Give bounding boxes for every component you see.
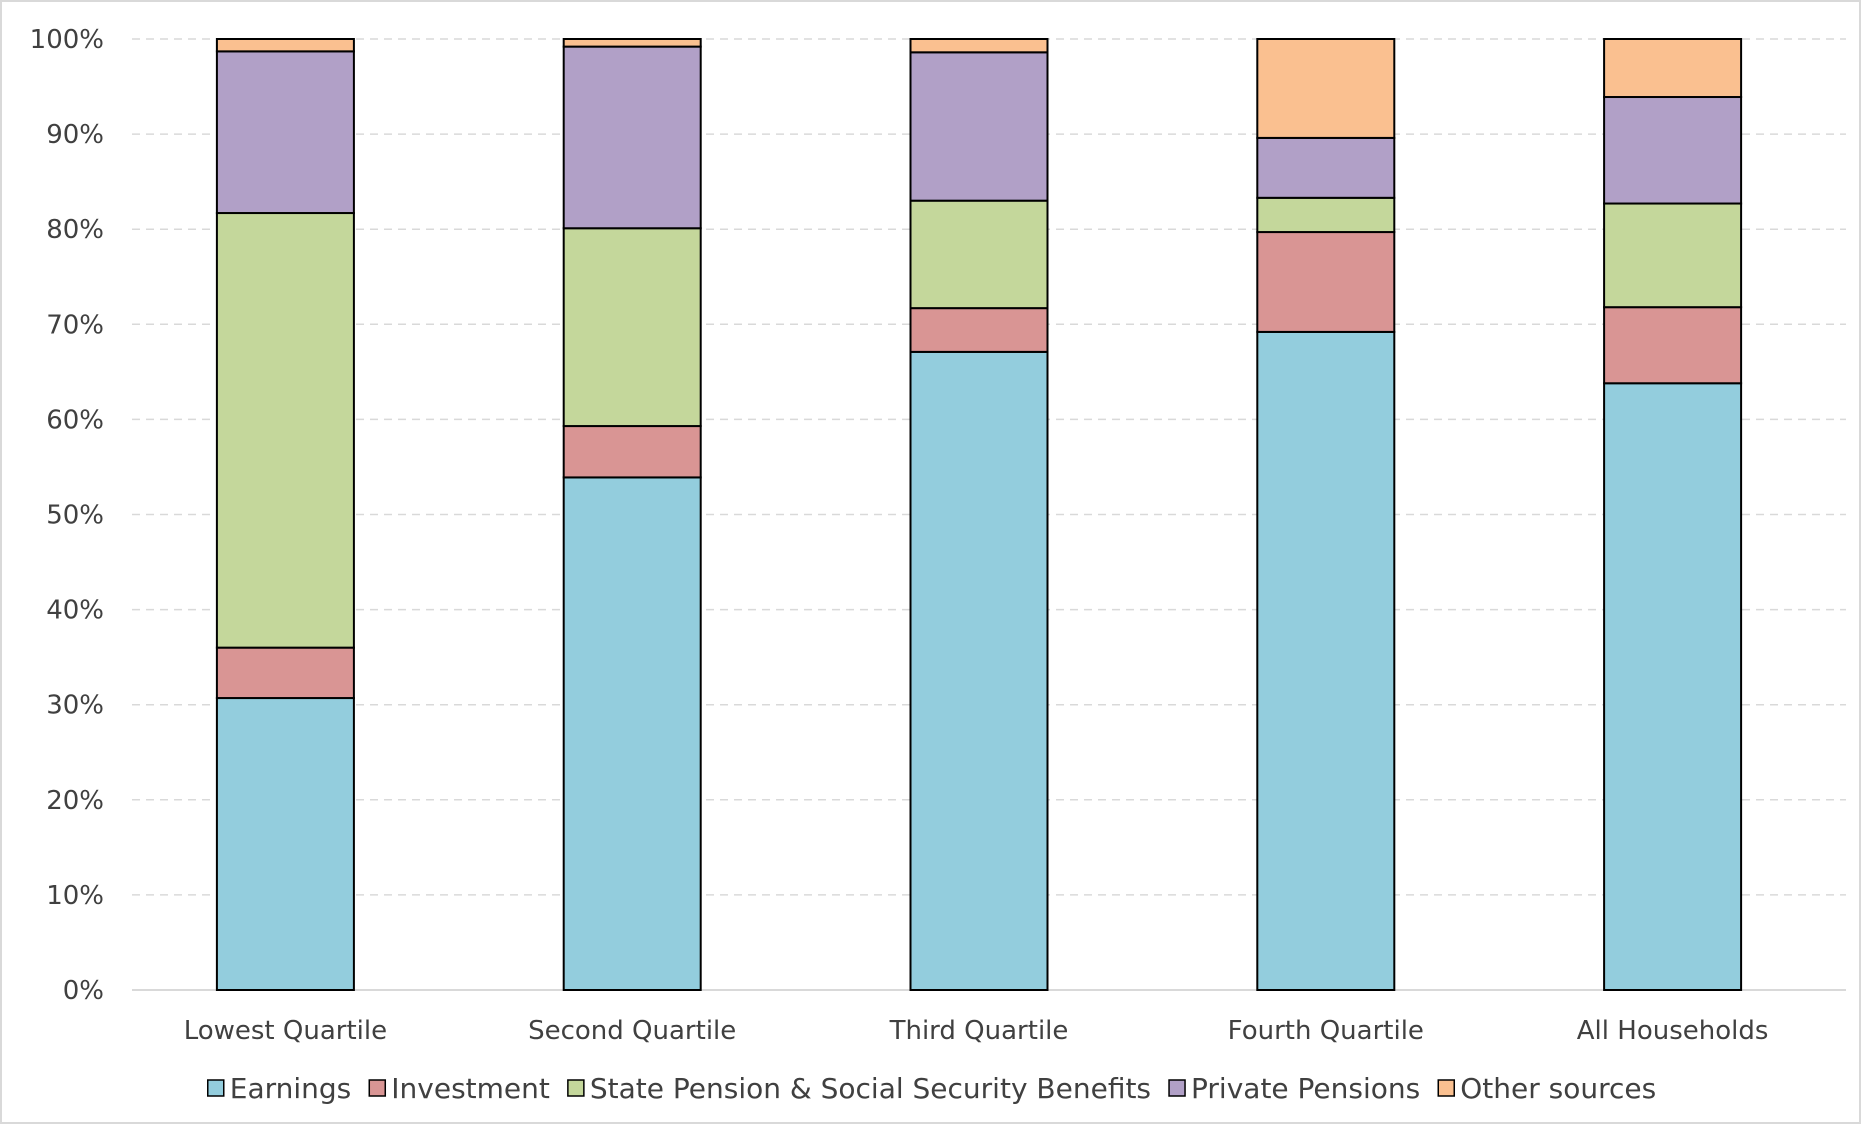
legend-swatch <box>1168 1079 1186 1097</box>
bar-segment-state-pension-and-social-security-benefits <box>909 199 1049 310</box>
bar-segment-earnings <box>215 697 355 992</box>
legend-swatch <box>207 1079 225 1097</box>
y-tick-label: 20% <box>46 786 104 816</box>
x-tick-label: Third Quartile <box>889 1016 1069 1046</box>
x-axis-ticks: Lowest Quartile Second Quartile Third Quar… <box>184 1016 1769 1046</box>
y-tick-label: 70% <box>46 310 104 340</box>
bar-segment-earnings <box>909 350 1049 991</box>
y-tick-label: 80% <box>46 215 104 245</box>
y-tick-label: 90% <box>46 120 104 150</box>
bar-segment-other-sources <box>1256 38 1396 139</box>
bar-segment-other-sources <box>562 38 702 48</box>
y-tick-label: 50% <box>46 501 104 531</box>
bar-segment-other-sources <box>1603 38 1743 99</box>
y-tick-label: 10% <box>46 881 104 911</box>
legend-swatch <box>567 1079 585 1097</box>
legend-item-investment: Investment <box>368 1072 550 1105</box>
bar-segment-private-pensions <box>909 51 1049 202</box>
x-tick-label: Lowest Quartile <box>184 1016 387 1046</box>
legend-label: Investment <box>391 1072 550 1105</box>
bar-segment-other-sources <box>909 38 1049 54</box>
legend-label: Other sources <box>1460 1072 1656 1105</box>
legend-label: State Pension & Social Security Benefits <box>590 1072 1151 1105</box>
bar-segment-earnings <box>1256 330 1396 991</box>
y-tick-label: 40% <box>46 596 104 626</box>
legend-swatch <box>368 1079 387 1097</box>
y-tick-label: 60% <box>46 405 104 435</box>
bar-segment-investment <box>1603 306 1743 385</box>
bar-segment-other-sources <box>215 38 355 53</box>
legend-swatch <box>1437 1079 1456 1097</box>
bar-segment-investment <box>215 646 355 700</box>
bar-segment-investment <box>562 425 702 479</box>
legend-item-other-sources: Other sources <box>1437 1072 1656 1105</box>
bars <box>215 38 1743 992</box>
legend-item-private-pensions: Private Pensions <box>1168 1072 1420 1105</box>
legend-label: Earnings <box>230 1072 352 1105</box>
legend-item-state-pension-and-social-security-benefits: State Pension & Social Security Benefits <box>567 1072 1151 1105</box>
bar-segment-state-pension-and-social-security-benefits <box>215 212 355 649</box>
bar-segment-investment <box>909 307 1049 353</box>
y-tick-label: 100% <box>30 25 104 55</box>
bar-segment-private-pensions <box>1256 136 1396 199</box>
bar-segment-investment <box>1256 231 1396 333</box>
legend-item-earnings: Earnings <box>207 1072 352 1105</box>
legend: Earnings Investment State Pension & Social… <box>207 1072 1656 1105</box>
bar-segment-state-pension-and-social-security-benefits <box>1603 202 1743 309</box>
y-axis-ticks: 0% 10% 20% 30% 40% 50% 60% 70% 80% 90% 100% <box>30 25 104 1006</box>
x-tick-label: Fourth Quartile <box>1228 1016 1424 1046</box>
legend-label: Private Pensions <box>1191 1072 1420 1105</box>
x-tick-label: Second Quartile <box>528 1016 736 1046</box>
bar-segment-state-pension-and-social-security-benefits <box>562 227 702 428</box>
bar-segment-private-pensions <box>562 45 702 230</box>
bar-segment-private-pensions <box>1603 96 1743 205</box>
bar-segment-state-pension-and-social-security-benefits <box>1256 196 1396 234</box>
y-tick-label: 30% <box>46 691 104 721</box>
y-tick-label: 0% <box>63 976 104 1006</box>
x-tick-label: All Households <box>1577 1016 1769 1046</box>
bar-segment-earnings <box>562 476 702 991</box>
bar-segment-private-pensions <box>215 50 355 215</box>
bar-segment-earnings <box>1603 382 1743 991</box>
